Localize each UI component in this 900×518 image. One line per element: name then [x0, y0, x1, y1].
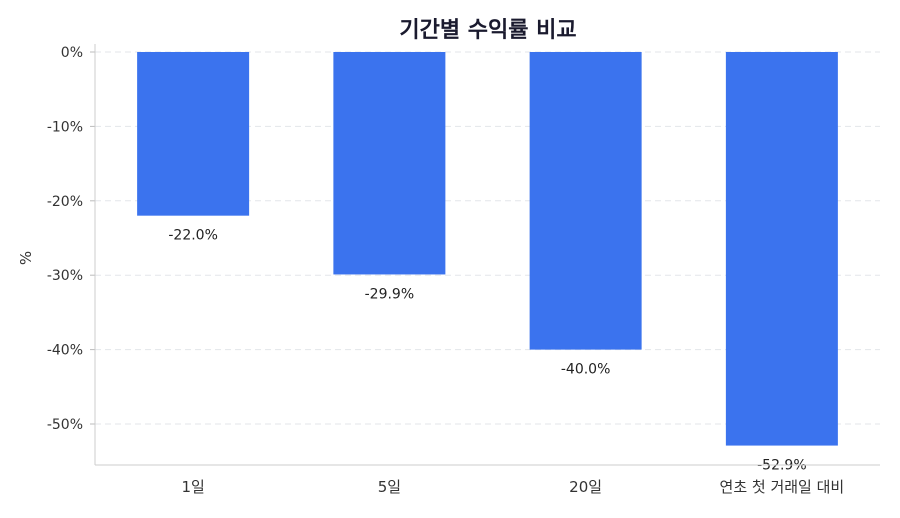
y-tick-label: 0% — [61, 45, 83, 61]
bar — [725, 52, 838, 446]
y-tick-label: -20% — [47, 194, 83, 210]
chart-title: 기간별 수익률 비교 — [399, 18, 576, 43]
data-label: -29.9% — [365, 286, 415, 302]
y-tick-label: -30% — [47, 268, 83, 284]
y-axis-label: % — [17, 251, 35, 265]
y-tick-label: -40% — [47, 343, 83, 359]
bar — [333, 52, 446, 275]
x-tick-label: 5일 — [378, 478, 401, 496]
data-label: -40.0% — [561, 362, 611, 378]
bar — [137, 52, 250, 216]
x-tick-label: 연초 첫 거래일 대비 — [720, 478, 845, 496]
data-label: -22.0% — [168, 228, 218, 244]
y-tick-label: -50% — [47, 417, 83, 433]
data-label: -52.9% — [757, 458, 807, 474]
bar — [529, 52, 642, 350]
y-tick-label: -10% — [47, 119, 83, 135]
x-tick-label: 20일 — [569, 478, 602, 496]
x-tick-label: 1일 — [181, 478, 204, 496]
